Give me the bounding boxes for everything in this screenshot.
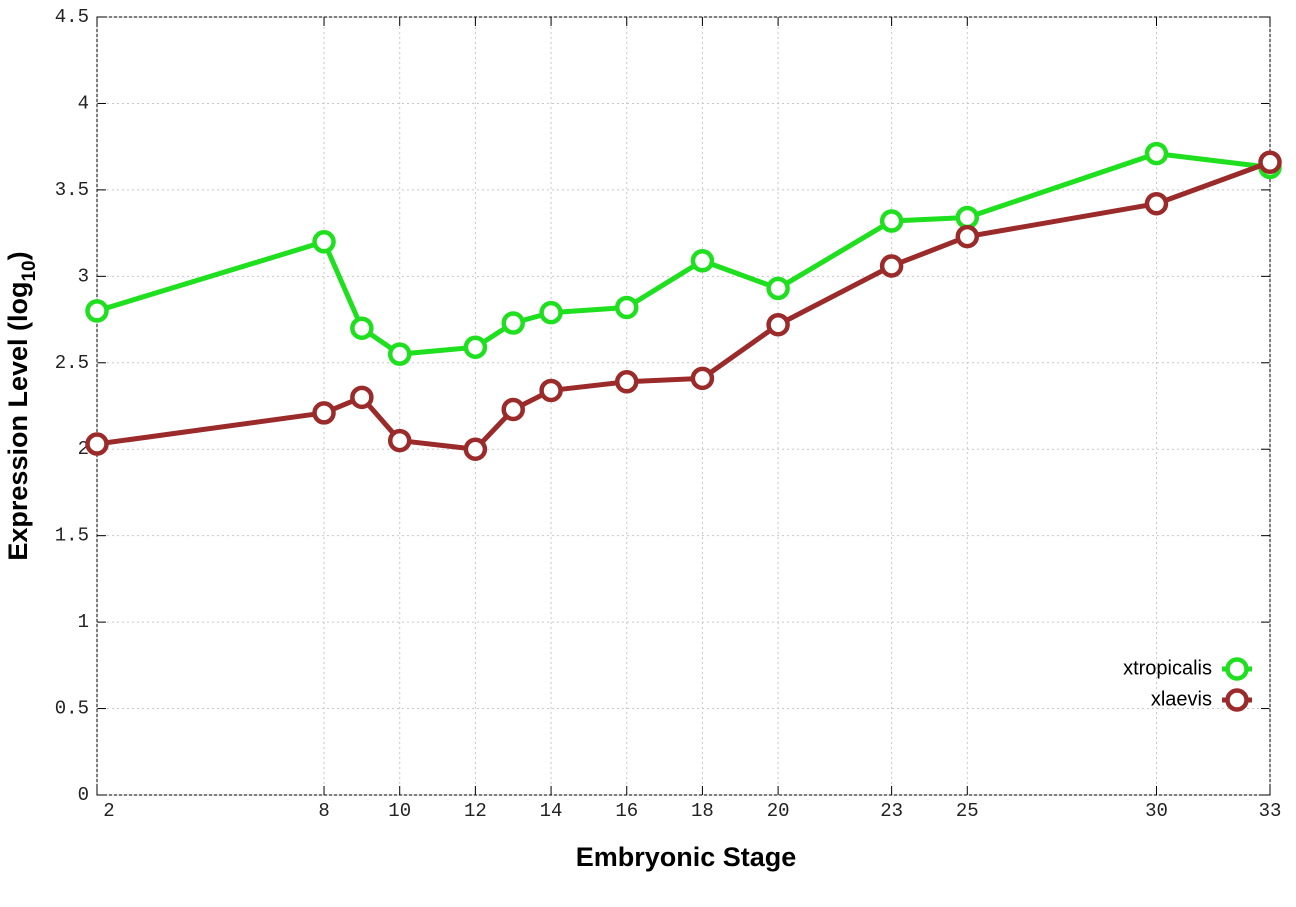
data-point (350, 316, 374, 340)
y-tick-label: 0.5 (55, 698, 89, 720)
data-point (879, 209, 904, 233)
data-point (501, 397, 525, 422)
x-tick-label: 20 (767, 800, 790, 822)
legend-marker (1225, 688, 1249, 712)
y-label-subscript: 10 (19, 260, 40, 281)
x-tick-label: 14 (540, 800, 563, 822)
x-tick-label: 33 (1259, 800, 1282, 822)
y-tick-label: 1.5 (55, 525, 89, 547)
data-point (387, 342, 412, 366)
y-tick-label: 3.5 (55, 179, 89, 201)
data-point (539, 300, 563, 325)
x-tick-label: 16 (615, 800, 638, 822)
x-tick-label: 23 (880, 800, 903, 822)
data-point (463, 437, 488, 461)
data-point (1144, 141, 1169, 166)
data-point (955, 205, 980, 230)
y-tick-label: 2.5 (55, 352, 89, 374)
data-point (350, 385, 374, 410)
y-tick-label: 4 (78, 92, 89, 114)
y-label-text: Expression Level (log (3, 282, 33, 561)
data-point (387, 428, 412, 453)
data-point (501, 311, 525, 335)
legend-marker (1225, 657, 1249, 681)
x-tick-label: 12 (464, 800, 487, 822)
data-point (690, 366, 715, 391)
x-axis-label: Embryonic Stage (576, 842, 797, 872)
data-point (1144, 191, 1169, 216)
x-tick-label: 25 (956, 800, 979, 822)
data-point (879, 254, 904, 278)
data-point (463, 335, 488, 359)
data-point (85, 299, 109, 323)
y-label-suffix: ) (3, 251, 33, 260)
x-tick-label: 10 (388, 800, 411, 822)
data-point (1258, 150, 1282, 174)
plot-frame (96, 16, 1271, 796)
y-tick-label: 4.5 (55, 6, 89, 28)
y-tick-label: 0 (78, 784, 89, 806)
series-line (96, 151, 1271, 357)
legend-label: xlaevis (1151, 688, 1212, 710)
y-tick-label: 1 (78, 611, 89, 633)
x-tick-label: 18 (691, 800, 714, 822)
x-tick-label: 2 (103, 800, 114, 822)
data-point (614, 370, 639, 394)
data-point (955, 224, 980, 249)
y-tick-label: 3 (78, 265, 89, 287)
data-point (312, 401, 336, 425)
data-point (766, 276, 790, 301)
y-tick-label: 2 (78, 438, 89, 460)
x-tick-label: 8 (318, 800, 329, 822)
data-point (312, 230, 336, 254)
data-point (85, 432, 109, 456)
series-line (96, 159, 1271, 452)
x-tick-label: 30 (1145, 800, 1168, 822)
data-point (766, 312, 790, 337)
data-point (539, 378, 563, 403)
data-point (690, 249, 715, 273)
data-point (614, 295, 639, 320)
legend-label: xtropicalis (1123, 657, 1212, 679)
y-axis-label: Expression Level (log10) (3, 251, 40, 560)
